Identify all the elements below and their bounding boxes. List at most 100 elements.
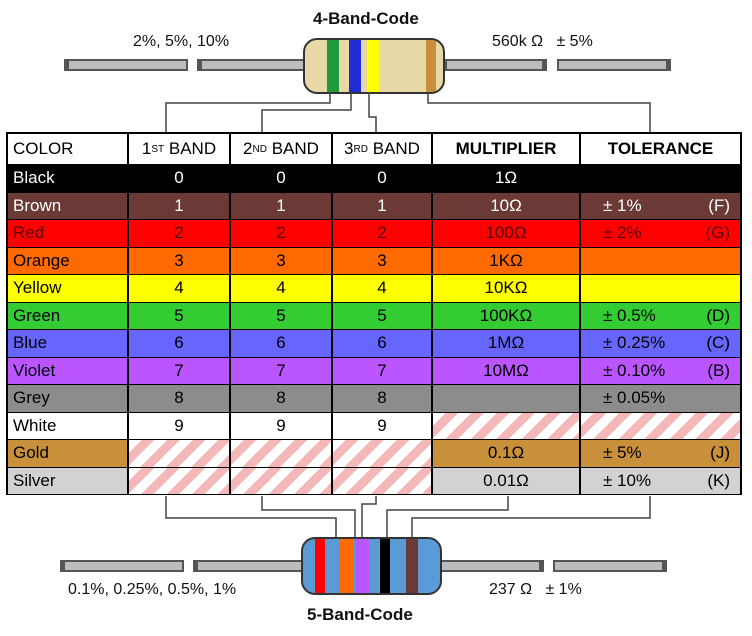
top-resistor-body [303,38,445,94]
cell-text: 8 [276,388,286,408]
cell-text: 7 [276,360,286,380]
tolerance-value: ± 2% [603,223,642,243]
table-row: Violet 7 7 7 10MΩ ± 0.10% (B) [8,357,740,384]
top-title: 4-Band-Code [313,9,419,28]
cell-text: 8 [377,388,387,408]
cell-text: Green [13,305,61,325]
bottom-lead-right-inner [440,560,544,572]
cell-text: 0.1Ω [487,443,525,463]
bottom-lead-left-inner [193,560,305,572]
bottom-band-4 [380,539,390,593]
bottom-resistor-body [301,537,442,595]
cell-b3: 4 [333,275,431,302]
tolerance-value: ± 0.5% [603,305,656,325]
cell-text: Silver [13,470,56,490]
table-header: COLOR 1 ST BAND 2 ND BAND 3 RD BAND MULTIPL… [8,134,740,164]
cell-text: 6 [377,333,387,353]
cell-mult: 0.01Ω [433,467,579,494]
cell-text: 3 [276,250,286,270]
cell-text: 7 [174,360,184,380]
cell-text: 1KΩ [489,250,523,270]
cell-text: 3 [377,250,387,270]
tolerance-code: (F) [708,195,730,215]
table-row: Silver 0.01Ω ± 10% (K) [8,467,740,494]
bottom-left-label: 0.1%, 0.25%, 0.5%, 1% [68,581,237,598]
cell-text: 4 [174,278,184,298]
color-code-table: COLOR 1 ST BAND 2 ND BAND 3 RD BAND MULTIPL… [6,132,742,495]
cell-name: Orange [8,247,127,274]
cell-tol: ± 0.05% [581,385,740,412]
header-tolerance: TOLERANCE [581,134,740,164]
top-right-label: 560k Ω ± 5% [492,33,593,50]
cell-text: 9 [174,415,184,435]
bottom-band-2 [339,539,353,593]
table-row: Orange 3 3 3 1KΩ [8,247,740,274]
cell-text: 9 [276,415,286,435]
cell-b2: 5 [231,302,331,329]
top-lead-left-inner [197,59,305,71]
cell-text: 10MΩ [483,360,529,380]
cell-b3: 2 [333,220,431,247]
cell-name: Violet [8,357,127,384]
header-multiplier: MULTIPLIER [433,134,579,164]
cell-text: 100KΩ [479,305,533,325]
header-band2: 2 ND BAND [231,134,331,164]
cell-b1 [129,467,229,494]
top-lead-right-inner [445,59,547,71]
cell-text: Black [13,168,55,188]
cell-text: Red [13,223,45,243]
cell-mult: 100Ω [433,220,579,247]
cell-text: Orange [13,250,70,270]
cell-tol: ± 0.5% (D) [581,302,740,329]
cell-tol [581,275,740,302]
cell-b1 [129,440,229,467]
cell-b3: 7 [333,357,431,384]
cell-text: Gold [13,443,49,463]
header-band1: 1 ST BAND [129,134,229,164]
table-row: Grey 8 8 8 ± 0.05% [8,385,740,412]
cell-b1: 1 [129,192,229,219]
cell-b2: 8 [231,385,331,412]
cell-text: 9 [377,415,387,435]
cell-name: Red [8,220,127,247]
cell-text: 100Ω [485,223,527,243]
cell-mult: 0.1Ω [433,440,579,467]
cell-text: 10KΩ [484,278,528,298]
cell-text: Brown [13,195,62,215]
table-row: Green 5 5 5 100KΩ ± 0.5% (D) [8,302,740,329]
cell-mult: 1KΩ [433,247,579,274]
tolerance-code: (G) [705,223,730,243]
cell-text: 0 [377,168,387,188]
cell-b3 [333,440,431,467]
cell-text: 8 [174,388,184,408]
tolerance-value: ± 1% [603,195,642,215]
cell-text: 1 [377,195,387,215]
bottom-right-label: 237 Ω ± 1% [489,581,582,598]
cell-b3: 8 [333,385,431,412]
cell-b3: 0 [333,165,431,192]
cell-text: 10Ω [490,195,522,215]
cell-b1: 4 [129,275,229,302]
cell-b1: 5 [129,302,229,329]
cell-mult [433,412,579,439]
bottom-lead-right-outer [553,560,667,572]
cell-b2 [231,440,331,467]
cell-b1: 3 [129,247,229,274]
cell-b2: 3 [231,247,331,274]
cell-text: 1MΩ [487,333,525,353]
cell-tol: ± 5% (J) [581,440,740,467]
table-row: White 9 9 9 [8,412,740,439]
cell-text: 3 [174,250,184,270]
cell-name: Black [8,165,127,192]
cell-mult: 1Ω [433,165,579,192]
cell-text: White [13,415,57,435]
header-band3: 3 RD BAND [333,134,431,164]
cell-b1: 8 [129,385,229,412]
cell-b1: 9 [129,412,229,439]
cell-tol: ± 2% (G) [581,220,740,247]
cell-text: 5 [377,305,387,325]
tolerance-code: (B) [707,360,730,380]
tolerance-value: ± 0.25% [603,333,666,353]
cell-b2: 7 [231,357,331,384]
